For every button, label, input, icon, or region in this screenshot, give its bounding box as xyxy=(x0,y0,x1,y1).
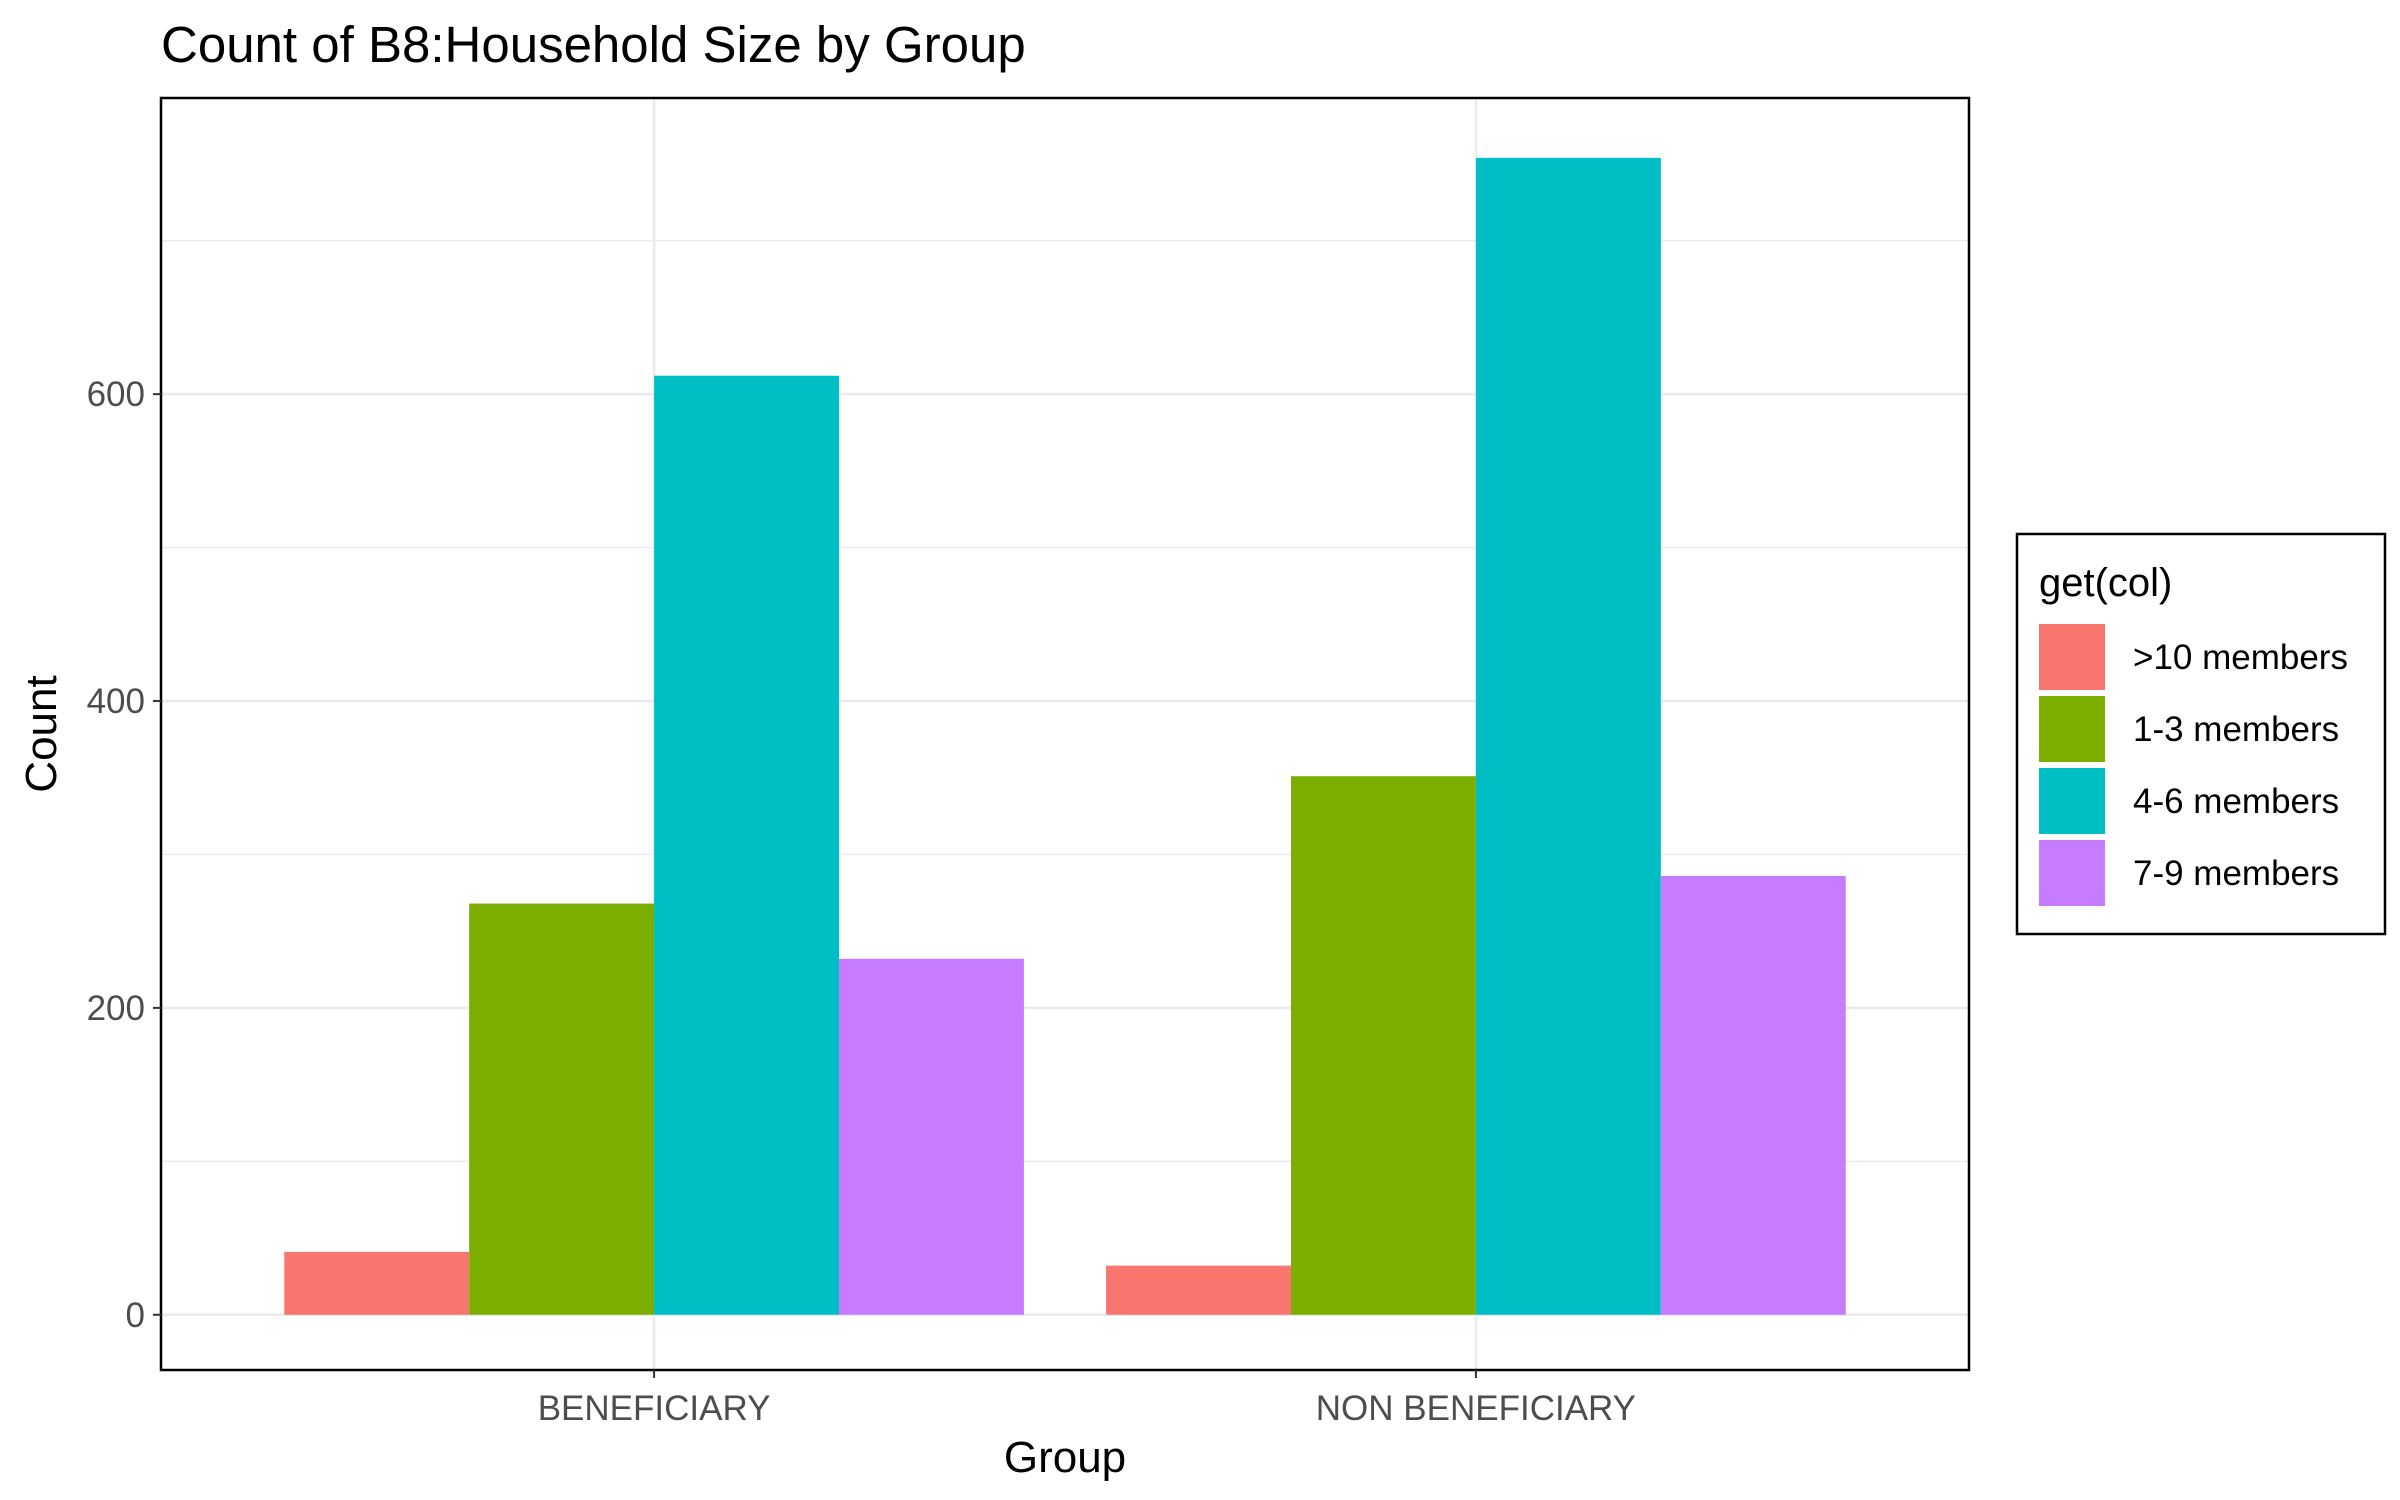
legend-items: >10 members 1-3 members 4-6 members 7-9 mem… xyxy=(2039,624,2348,906)
legend: get(col) >10 members 1-3 members 4-6 membe… xyxy=(2015,532,2387,936)
y-tick-label: 200 xyxy=(87,989,145,1028)
legend-title: get(col) xyxy=(2039,561,2172,605)
bar xyxy=(1475,157,1661,1315)
legend-swatch xyxy=(2039,840,2105,906)
y-tick-label: 400 xyxy=(87,682,145,721)
bar xyxy=(1660,875,1846,1315)
legend-label: 4-6 members xyxy=(2133,782,2339,821)
bar xyxy=(284,1251,470,1315)
bar xyxy=(1106,1265,1291,1315)
x-axis-title: Group xyxy=(1004,1433,1126,1482)
bar xyxy=(839,958,1024,1315)
y-tick-label: 600 xyxy=(87,375,145,414)
x-tick-label: NON BENEFICIARY xyxy=(1316,1389,1636,1428)
bars xyxy=(284,157,1846,1315)
x-axis-ticks: BENEFICIARY NON BENEFICIARY xyxy=(538,1370,1636,1428)
y-axis-title: Count xyxy=(17,675,66,792)
chart-title: Count of B8:Household Size by Group xyxy=(161,16,1026,73)
legend-label: >10 members xyxy=(2133,638,2348,677)
legend-swatch xyxy=(2039,768,2105,834)
y-axis-ticks: 0 200 400 600 xyxy=(87,375,161,1335)
legend-label: 1-3 members xyxy=(2133,710,2339,749)
legend-swatch xyxy=(2039,696,2105,762)
plot-panel-border xyxy=(159,96,1971,1372)
bar xyxy=(1291,776,1476,1315)
x-tick-label: BENEFICIARY xyxy=(538,1389,771,1428)
y-tick-label: 0 xyxy=(126,1296,145,1335)
legend-swatch xyxy=(2039,624,2105,690)
bar xyxy=(469,903,655,1315)
legend-label: 7-9 members xyxy=(2133,854,2339,893)
bar xyxy=(654,375,839,1315)
